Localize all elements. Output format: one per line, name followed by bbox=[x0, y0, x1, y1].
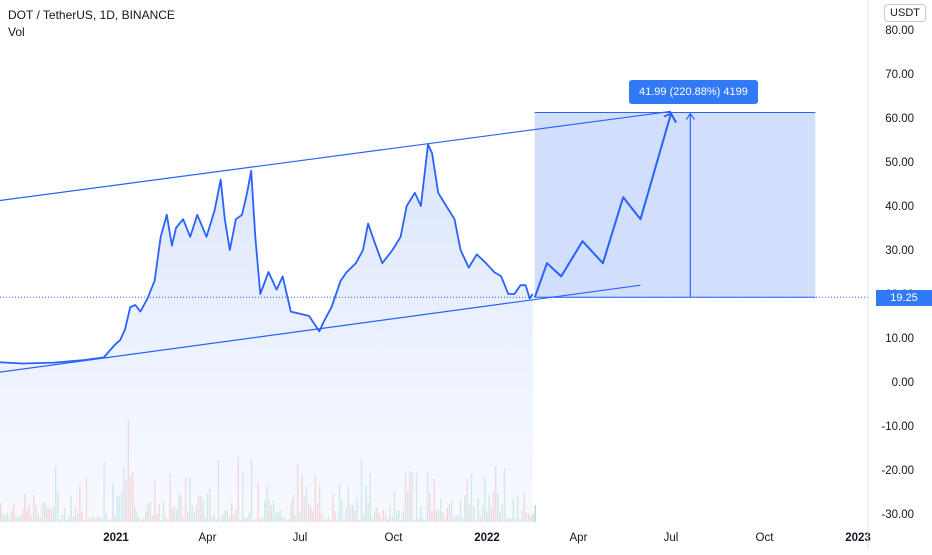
measure-arrow bbox=[685, 112, 695, 298]
measure-arrow-head bbox=[685, 112, 695, 120]
price-line bbox=[0, 143, 534, 365]
upper-trendline bbox=[0, 110, 672, 202]
projection-arrowhead bbox=[663, 112, 677, 124]
x-tick-label: Oct bbox=[385, 532, 404, 544]
chart-header: DOT / TetherUS, 1D, BINANCE Vol bbox=[8, 8, 175, 40]
x-tick-label: Jul bbox=[293, 532, 308, 544]
projection-path bbox=[533, 112, 677, 298]
y-axis: 80.0070.0060.0050.0040.0030.0020.0010.00… bbox=[881, 25, 914, 521]
x-tick-label: Apr bbox=[199, 532, 217, 544]
volume-indicator-label[interactable]: Vol bbox=[8, 25, 25, 39]
x-tick-label: Oct bbox=[756, 532, 775, 544]
x-tick-label: Jul bbox=[664, 532, 679, 544]
y-tick-label: -10.00 bbox=[881, 421, 914, 433]
y-tick-label: 10.00 bbox=[885, 333, 914, 345]
y-tick-label: 60.00 bbox=[885, 113, 914, 125]
y-tick-label: 70.00 bbox=[885, 69, 914, 81]
y-tick-label: 80.00 bbox=[885, 25, 914, 37]
y-tick-label: 30.00 bbox=[885, 245, 914, 257]
measure-box bbox=[0, 112, 868, 298]
y-tick-label: 0.00 bbox=[892, 377, 914, 389]
current-price-label: 19.25 bbox=[876, 290, 932, 306]
measure-box-fill bbox=[534, 112, 816, 298]
x-axis: 2021 Apr Jul Oct 2022 Apr Jul Oct 2023 bbox=[103, 532, 871, 544]
currency-badge[interactable]: USDT bbox=[884, 4, 926, 22]
price-area bbox=[0, 144, 533, 522]
price-area-fill bbox=[0, 144, 533, 522]
y-tick-label: -20.00 bbox=[881, 465, 914, 477]
y-tick-label: -30.00 bbox=[881, 509, 914, 521]
volume-bar bbox=[534, 505, 536, 522]
price-series-line bbox=[0, 143, 534, 365]
x-tick-label: 2021 bbox=[103, 532, 129, 544]
projection-line bbox=[533, 112, 677, 298]
symbol-title[interactable]: DOT / TetherUS, 1D, BINANCE bbox=[8, 8, 175, 22]
x-tick-label: 2023 bbox=[845, 532, 871, 544]
volume-bar bbox=[532, 514, 534, 522]
x-tick-label: 2022 bbox=[474, 532, 500, 544]
y-tick-label: 50.00 bbox=[885, 157, 914, 169]
measure-label: 41.99 (220.88%) 4199 bbox=[629, 80, 758, 104]
y-tick-label: 40.00 bbox=[885, 201, 914, 213]
x-tick-label: Apr bbox=[570, 532, 588, 544]
